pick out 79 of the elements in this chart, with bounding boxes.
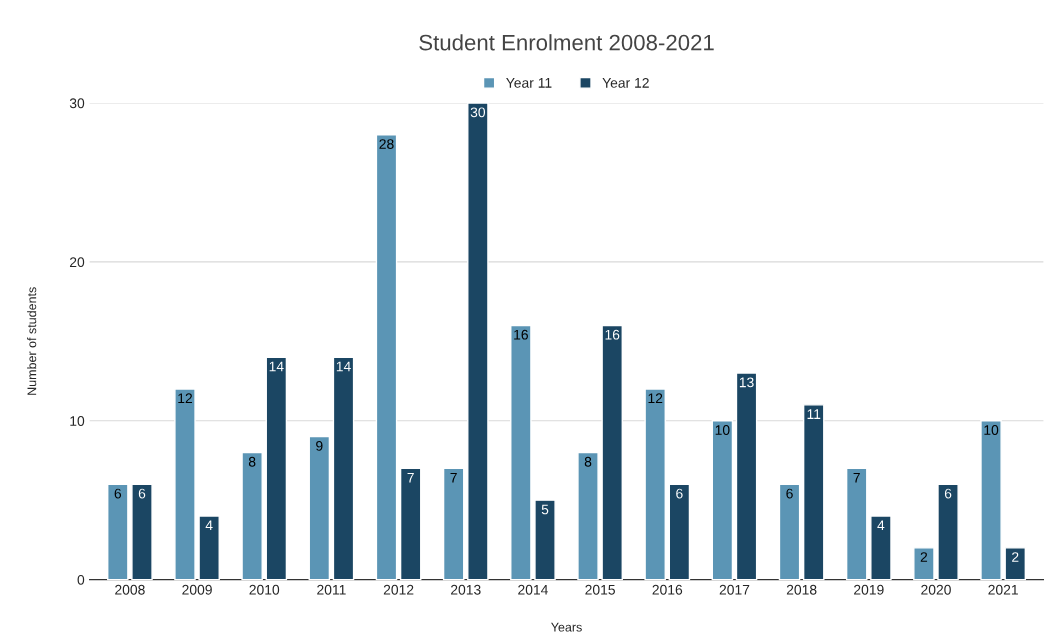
bar [870,515,892,581]
bar [375,134,398,581]
bar [442,467,465,581]
data-label: 7 [407,472,414,483]
bar [577,451,599,581]
bar [198,515,220,581]
bar [534,499,556,581]
data-label: 12 [648,393,663,404]
bar [241,451,263,581]
data-label: 6 [114,488,122,499]
bar [735,372,758,581]
legend-label: Year 11 [506,78,552,88]
x-tick-label: 2020 [921,584,951,595]
data-label: 12 [178,393,192,404]
x-tick-label: 2019 [854,584,884,595]
data-label: 6 [786,488,793,499]
data-label: 16 [605,329,620,340]
data-label: 4 [877,520,885,531]
bar [399,467,422,581]
data-label: 6 [676,488,683,499]
x-tick-label: 2014 [518,584,548,595]
bar [845,467,868,581]
data-label: 13 [739,377,754,388]
x-tick-label: 2008 [115,584,145,595]
data-label: 28 [379,139,394,149]
x-tick-label: 2021 [988,584,1018,595]
bar [778,483,801,581]
x-tick-label: 2017 [719,584,750,595]
x-tick-label: 2013 [451,584,481,595]
data-label: 5 [541,504,549,515]
bar [467,102,489,581]
data-label: 14 [336,361,351,372]
bar [332,356,355,581]
data-label: 11 [807,409,821,419]
data-label: 8 [248,456,256,467]
data-label: 10 [715,425,730,435]
x-tick-label: 2010 [249,584,280,595]
data-label: 4 [205,520,213,531]
bar [131,483,153,581]
y-tick-label: 0 [77,574,85,585]
x-axis-title: Years [551,622,582,632]
bar [913,547,935,581]
bar [644,388,666,581]
data-label: 7 [450,472,457,483]
data-label: 2 [1012,552,1019,562]
x-tick-label: 2012 [383,584,414,595]
y-axis-title: Number of students [27,287,37,395]
bar [174,388,196,581]
bar [107,483,129,581]
x-tick-label: 2018 [786,584,817,595]
data-label: 16 [514,329,528,340]
x-tick-label: 2016 [652,584,683,595]
y-tick-label: 30 [69,98,85,109]
data-label: 9 [316,440,323,451]
bar [937,483,959,581]
data-label: 6 [138,488,146,499]
bar [980,420,1002,581]
bar [711,420,734,581]
bar [308,435,331,581]
data-label: 14 [269,361,284,372]
bar [601,324,623,581]
legend-label: Year 12 [602,77,649,88]
y-tick-label: 10 [70,416,85,426]
data-label: 10 [984,425,999,435]
bar [265,356,288,581]
data-label: 7 [853,472,860,483]
bar [1004,547,1027,581]
bar [802,404,825,581]
data-label: 2 [920,552,928,562]
chart-title: Student Enrolment 2008-2021 [419,34,714,51]
bar [510,324,532,581]
y-tick-label: 20 [69,257,85,268]
data-label: 30 [470,107,486,118]
x-tick-label: 2015 [585,584,615,595]
bar [668,483,691,581]
x-tick-label: 2009 [182,584,212,595]
data-label: 8 [584,456,592,467]
x-tick-label: 2011 [317,584,346,595]
data-label: 6 [944,488,952,499]
